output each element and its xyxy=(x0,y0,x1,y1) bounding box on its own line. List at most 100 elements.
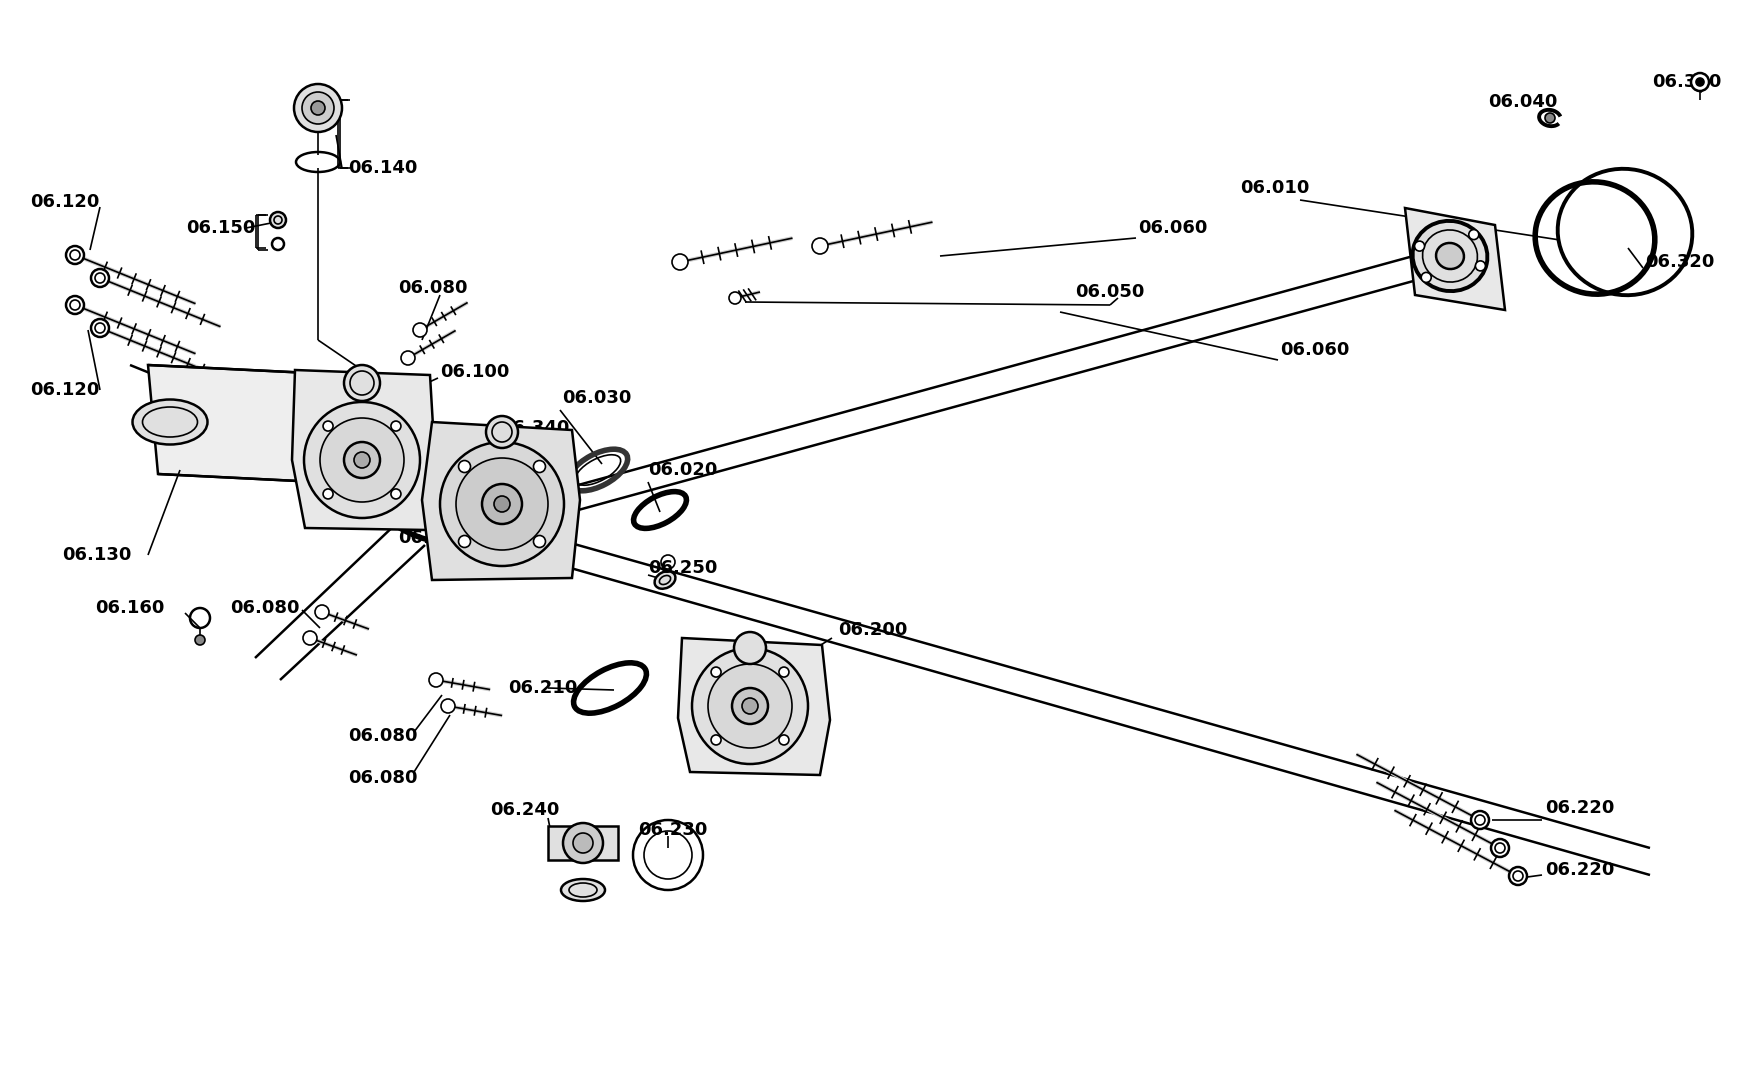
Text: 06.080: 06.080 xyxy=(398,279,468,297)
Text: 06.140: 06.140 xyxy=(348,159,417,177)
Circle shape xyxy=(412,323,426,337)
Circle shape xyxy=(303,631,316,645)
Circle shape xyxy=(271,238,283,250)
Polygon shape xyxy=(678,638,830,775)
Circle shape xyxy=(391,489,400,499)
Ellipse shape xyxy=(1412,220,1487,291)
Circle shape xyxy=(459,535,470,548)
Circle shape xyxy=(572,834,593,853)
Circle shape xyxy=(96,323,104,333)
Circle shape xyxy=(440,442,563,566)
Circle shape xyxy=(1475,815,1483,825)
Text: 06.160: 06.160 xyxy=(96,599,163,617)
Circle shape xyxy=(294,85,343,132)
Text: 06.010: 06.010 xyxy=(1240,179,1309,197)
Circle shape xyxy=(66,296,83,314)
Text: 06.080: 06.080 xyxy=(230,599,299,617)
Circle shape xyxy=(1490,839,1508,857)
Polygon shape xyxy=(292,370,435,530)
Circle shape xyxy=(303,92,334,124)
Text: 06.150: 06.150 xyxy=(186,219,256,236)
Circle shape xyxy=(708,664,791,748)
Circle shape xyxy=(494,496,510,513)
Circle shape xyxy=(1468,230,1478,240)
Circle shape xyxy=(734,632,765,664)
Circle shape xyxy=(195,635,205,645)
Polygon shape xyxy=(148,365,318,482)
Circle shape xyxy=(323,489,332,499)
Circle shape xyxy=(430,673,443,687)
Text: 06.050: 06.050 xyxy=(1075,282,1144,301)
Text: 06.040: 06.040 xyxy=(1487,93,1556,111)
Circle shape xyxy=(344,365,379,401)
Text: 06.120: 06.120 xyxy=(30,381,99,399)
Circle shape xyxy=(485,416,518,448)
Text: 06.210: 06.210 xyxy=(508,679,577,697)
Circle shape xyxy=(534,460,544,473)
Text: 06.130: 06.130 xyxy=(63,546,132,564)
Circle shape xyxy=(304,402,419,518)
Text: 06.250: 06.250 xyxy=(647,559,716,577)
Circle shape xyxy=(741,698,758,714)
Circle shape xyxy=(270,212,285,228)
Circle shape xyxy=(711,735,720,745)
Circle shape xyxy=(671,254,687,270)
Circle shape xyxy=(812,238,828,254)
Circle shape xyxy=(70,300,80,310)
Polygon shape xyxy=(1403,208,1504,310)
Text: 06.200: 06.200 xyxy=(838,621,906,639)
Circle shape xyxy=(779,735,788,745)
Ellipse shape xyxy=(654,571,675,588)
Text: 06.230: 06.230 xyxy=(638,821,708,839)
Circle shape xyxy=(1696,78,1702,86)
Text: 06.070: 06.070 xyxy=(398,529,468,547)
Text: 06.020: 06.020 xyxy=(647,461,716,479)
Text: 06.060: 06.060 xyxy=(1280,341,1349,360)
Circle shape xyxy=(1508,867,1527,885)
Circle shape xyxy=(711,667,720,677)
Circle shape xyxy=(1690,73,1708,91)
Circle shape xyxy=(779,667,788,677)
Text: 06.320: 06.320 xyxy=(1643,253,1713,271)
Circle shape xyxy=(482,484,522,524)
Circle shape xyxy=(1544,113,1555,123)
Circle shape xyxy=(400,351,416,365)
Circle shape xyxy=(90,269,110,287)
Circle shape xyxy=(1513,871,1522,881)
Circle shape xyxy=(459,460,470,473)
Polygon shape xyxy=(423,422,579,580)
Text: 06.060: 06.060 xyxy=(1137,219,1207,236)
Circle shape xyxy=(1421,273,1431,282)
Circle shape xyxy=(732,688,767,724)
Circle shape xyxy=(96,273,104,282)
Circle shape xyxy=(70,250,80,260)
Text: 06.030: 06.030 xyxy=(562,389,631,407)
Text: 06.080: 06.080 xyxy=(348,769,417,788)
Text: 06.220: 06.220 xyxy=(1544,861,1614,878)
Ellipse shape xyxy=(560,878,605,901)
Ellipse shape xyxy=(132,399,207,444)
Circle shape xyxy=(692,648,807,764)
Circle shape xyxy=(563,823,603,863)
Circle shape xyxy=(315,605,329,620)
Circle shape xyxy=(661,555,675,569)
Circle shape xyxy=(311,101,325,114)
Circle shape xyxy=(66,246,83,264)
Text: 06.240: 06.240 xyxy=(490,801,558,819)
Circle shape xyxy=(456,458,548,550)
Circle shape xyxy=(1414,241,1424,251)
Circle shape xyxy=(1469,811,1489,829)
Circle shape xyxy=(729,292,741,304)
Polygon shape xyxy=(548,826,617,860)
Circle shape xyxy=(534,535,544,548)
Text: 06.330: 06.330 xyxy=(1650,73,1720,91)
Text: 06.120: 06.120 xyxy=(30,193,99,211)
Circle shape xyxy=(323,422,332,431)
Text: 06.220: 06.220 xyxy=(1544,799,1614,817)
Text: 06.340: 06.340 xyxy=(499,419,569,437)
Circle shape xyxy=(90,319,110,337)
Circle shape xyxy=(1494,843,1504,853)
Text: 06.110: 06.110 xyxy=(440,471,510,489)
Circle shape xyxy=(353,452,370,468)
Circle shape xyxy=(391,422,400,431)
